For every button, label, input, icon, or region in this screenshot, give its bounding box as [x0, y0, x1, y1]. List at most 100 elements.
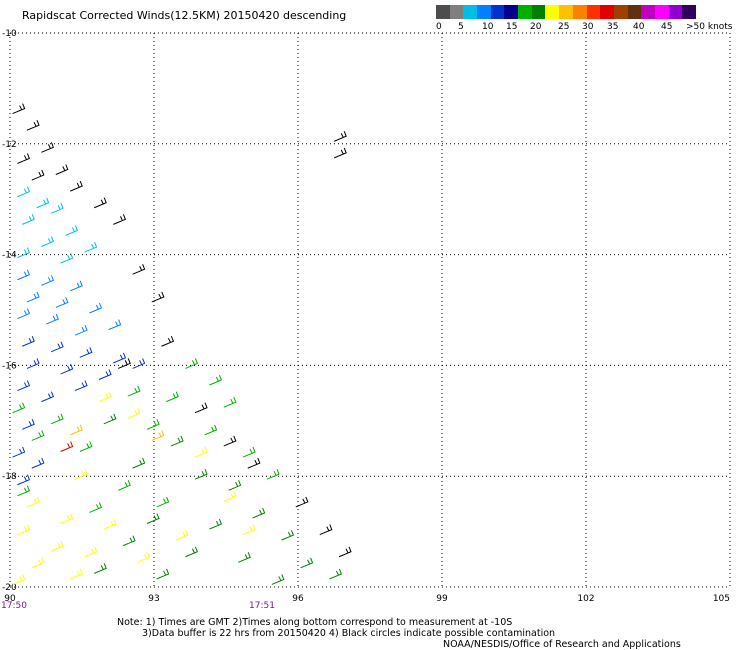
legend-label: 20 [530, 22, 542, 32]
wind-barb [338, 546, 352, 558]
wind-barb [166, 391, 179, 403]
x-tick-label: 90 [4, 594, 16, 604]
wind-barb [17, 186, 31, 198]
y-tick-label: -12 [2, 140, 17, 150]
wind-barb [17, 524, 31, 536]
wind-barb [70, 568, 83, 580]
legend-segment [463, 5, 478, 19]
legend-segment [668, 5, 683, 19]
wind-barb [26, 291, 40, 303]
wind-barb [55, 164, 69, 175]
wind-barb [103, 413, 117, 425]
legend-segment [559, 5, 574, 19]
wind-barb [108, 319, 122, 331]
note-line-1: Note: 1) Times are GMT 2)Times along bot… [117, 617, 513, 628]
wind-barb [22, 214, 35, 225]
wind-barb [50, 341, 64, 353]
wind-barb [17, 269, 31, 281]
x-tick-label: 96 [292, 594, 304, 604]
wind-barb [26, 358, 40, 369]
wind-barb [17, 247, 31, 259]
legend-label: 40 [633, 22, 645, 32]
legend-segment [586, 5, 601, 19]
legend-label: 35 [607, 22, 619, 32]
wind-barb [60, 363, 74, 375]
wind-barb [271, 574, 285, 585]
wind-barb [156, 496, 170, 508]
wind-barb [36, 197, 50, 209]
wind-barb [94, 197, 107, 209]
bottom-time-label: 17:50 [1, 601, 27, 610]
legend-segment [654, 5, 670, 19]
x-tick-label: 99 [436, 594, 448, 604]
legend-label: 15 [506, 22, 518, 32]
wind-barb [242, 524, 256, 536]
wind-barb [74, 469, 88, 480]
wind-barb [65, 225, 79, 236]
wind-barb [12, 402, 26, 414]
wind-barb [209, 518, 223, 530]
wind-barb [50, 413, 64, 425]
wind-barb [41, 142, 55, 153]
chart-title: Rapidscat Corrected Winds(12.5KM) 201504… [22, 9, 347, 22]
note-line-3: NOAA/NESDIS/Office of Research and Appli… [443, 639, 681, 650]
wind-barb [329, 568, 343, 580]
wind-barb [60, 513, 74, 524]
wind-barb [70, 180, 83, 192]
legend-segment [641, 5, 656, 19]
wind-barb [146, 419, 160, 430]
wind-barb [12, 446, 26, 458]
wind-barb [170, 435, 184, 447]
wind-barb [122, 535, 136, 547]
wind-barb [132, 358, 146, 369]
wind-barb [334, 131, 347, 142]
wind-barb [17, 474, 31, 486]
wind-barb [89, 302, 103, 314]
wind-barb [295, 496, 309, 508]
wind-barb [185, 358, 199, 369]
x-tick-label: 93 [148, 594, 159, 604]
wind-barb [46, 313, 59, 325]
wind-barb [127, 408, 141, 419]
wind-barb [79, 441, 93, 452]
legend-segment [449, 5, 464, 19]
wind-barb [194, 469, 208, 480]
legend-label: 10 [482, 22, 494, 32]
wind-barb [22, 419, 35, 430]
wind-barb [204, 424, 218, 436]
legend-color-bar [436, 5, 697, 19]
note-line-2: 3)Data buffer is 22 hrs from 20150420 4)… [142, 628, 556, 639]
wind-barb [17, 380, 31, 392]
wind-barb [41, 275, 55, 286]
wind-barb [22, 336, 35, 347]
wind-barb [74, 380, 88, 392]
bottom-time-label: 17:51 [249, 601, 275, 610]
wind-barb [113, 352, 127, 364]
wind-barb [228, 480, 242, 491]
wind-barb [223, 491, 237, 502]
legend-segment [531, 5, 546, 19]
wind-barb [84, 241, 98, 253]
wind-barb [55, 297, 69, 308]
wind-barb [223, 396, 237, 408]
y-tick-label: -16 [2, 361, 17, 371]
wind-barb [94, 563, 107, 574]
legend-label: 45 [661, 22, 673, 32]
wind-barb [98, 391, 112, 403]
wind-barb [137, 552, 151, 563]
wind-barb [41, 236, 55, 247]
wind-barb [26, 119, 40, 131]
wind-barb [185, 546, 199, 558]
y-tick-label: -18 [2, 472, 17, 482]
legend-label: >50 knots [686, 22, 733, 32]
wind-barb [151, 291, 165, 303]
legend-label: 5 [458, 22, 464, 32]
wind-barb [319, 524, 333, 536]
wind-barb [70, 280, 83, 292]
wind-barb [26, 496, 40, 508]
wind-barb [209, 374, 223, 386]
wind-barb [161, 336, 175, 347]
wind-barb [41, 391, 55, 403]
legend-segment [545, 5, 560, 19]
